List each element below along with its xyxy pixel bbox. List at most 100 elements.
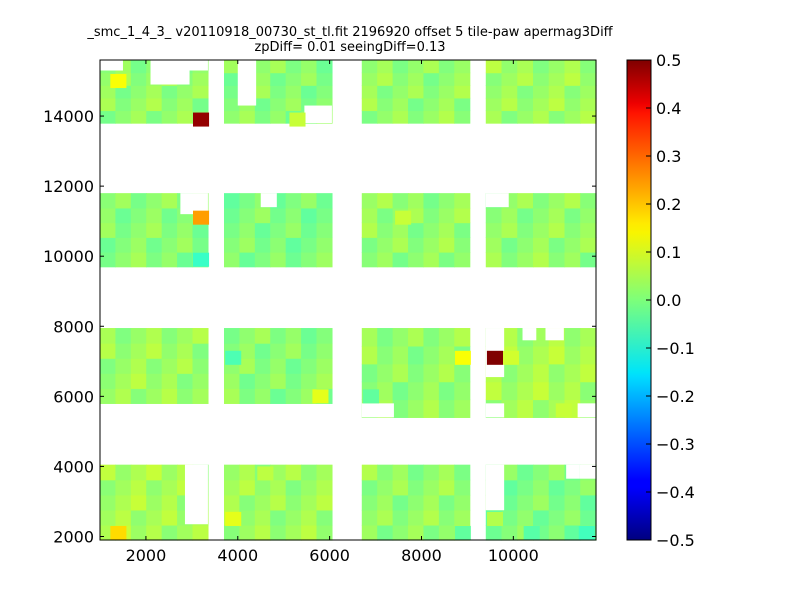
heatmap-cell — [192, 358, 209, 374]
heatmap-cell — [100, 509, 117, 526]
heatmap-cell — [438, 345, 455, 365]
heatmap-cell — [438, 193, 455, 209]
heatmap-cell — [177, 388, 194, 404]
heatmap-cell — [408, 524, 425, 541]
heatmap-cell — [254, 388, 271, 404]
heatmap-cell — [161, 509, 178, 526]
heatmap-cell — [254, 60, 271, 74]
heatmap-cell — [100, 388, 117, 404]
x-tick-label: 8000 — [401, 546, 442, 565]
heatmap-cell — [192, 237, 209, 253]
heatmap-cell — [254, 207, 271, 224]
heatmap-cell — [285, 222, 302, 238]
heatmap-cell — [115, 479, 132, 496]
heatmap-cell — [533, 237, 550, 253]
heatmap-cell — [377, 72, 394, 86]
heatmap-cell — [361, 363, 378, 383]
heatmap-cell — [438, 381, 455, 401]
heatmap-outlier-cell — [486, 350, 503, 365]
heatmap-cell — [239, 237, 256, 253]
heatmap-cell — [548, 381, 566, 401]
heatmap-cell — [377, 237, 394, 253]
heatmap-cell — [564, 363, 581, 383]
heatmap-cell — [438, 328, 455, 347]
heatmap-cell — [438, 252, 455, 268]
heatmap-cell — [501, 222, 518, 238]
heatmap-cell — [224, 252, 241, 268]
colorbar-tick-label: 0.0 — [656, 291, 681, 310]
heatmap-cell — [146, 464, 163, 481]
heatmap-cell — [517, 399, 534, 418]
y-tick-label: 4000 — [53, 457, 94, 476]
heatmap-cell — [454, 381, 471, 401]
heatmap-cell — [377, 381, 394, 401]
heatmap-cell — [254, 358, 271, 374]
heatmap-cell — [564, 237, 581, 253]
heatmap-outlier-cell — [289, 112, 306, 127]
heatmap-cell — [301, 85, 318, 99]
x-axis: 2000 4000 6000 8000 10000 — [126, 60, 539, 565]
heatmap-cell — [224, 110, 241, 124]
heatmap-cell — [501, 97, 518, 112]
heatmap-cell — [361, 328, 378, 347]
heatmap-cell — [254, 222, 271, 238]
heatmap-cell — [501, 110, 518, 124]
heatmap-cell — [564, 328, 581, 347]
heatmap-cell — [161, 252, 178, 268]
y-tick-label: 8000 — [53, 317, 94, 336]
heatmap-cell — [438, 207, 455, 224]
heatmap-cell — [192, 222, 209, 238]
heatmap-cell — [501, 237, 518, 253]
heatmap-cell — [161, 193, 178, 209]
heatmap-cell — [239, 222, 256, 238]
heatmap-cell — [438, 237, 455, 253]
heatmap-cell — [130, 110, 147, 124]
heatmap-cell — [361, 509, 378, 526]
heatmap-cell — [254, 328, 271, 344]
heatmap-cell — [517, 72, 534, 86]
heatmap-cell — [392, 399, 409, 418]
heatmap-cell — [517, 363, 534, 383]
heatmap-cell — [438, 85, 455, 99]
heatmap-cell — [301, 464, 318, 481]
heatmap-cell — [316, 72, 333, 86]
heatmap-cell — [408, 363, 425, 383]
heatmap-cell — [580, 110, 597, 124]
heatmap-cell — [115, 97, 132, 112]
heatmap-outlier-cell — [555, 403, 572, 418]
heatmap-cell — [316, 509, 333, 526]
heatmap-cell — [224, 237, 241, 253]
heatmap-cell — [548, 97, 566, 112]
heatmap-cell — [130, 193, 147, 209]
heatmap-cell — [270, 252, 287, 268]
heatmap-cell — [130, 328, 147, 344]
heatmap-cell — [361, 345, 378, 365]
heatmap-cell — [454, 328, 471, 347]
heatmap-cell — [100, 328, 117, 344]
heatmap-cell — [254, 479, 271, 496]
empty-region — [100, 60, 123, 71]
heatmap-cell — [254, 85, 271, 99]
heatmap-outlier-cell — [523, 525, 540, 540]
heatmap-cell — [408, 252, 425, 268]
heatmap-cell — [239, 373, 256, 389]
heatmap-cell — [316, 358, 333, 374]
heatmap-cell — [361, 237, 378, 253]
heatmap-cell — [517, 85, 534, 99]
heatmap-cell — [423, 207, 440, 224]
heatmap-cell — [454, 252, 471, 268]
heatmap-cell — [285, 252, 302, 268]
heatmap-cell — [270, 479, 287, 496]
heatmap-cell — [517, 110, 534, 124]
heatmap-cell — [533, 193, 550, 209]
heatmap-cell — [533, 494, 550, 511]
heatmap-cell — [130, 237, 147, 253]
heatmap-cell — [130, 222, 147, 238]
heatmap-cell — [564, 509, 581, 526]
heatmap-cell — [254, 509, 271, 526]
heatmap-cell — [548, 193, 566, 209]
heatmap-cell — [580, 97, 597, 112]
heatmap-cell — [239, 524, 256, 541]
heatmap-outlier-cell — [225, 350, 242, 365]
heatmap-cell — [423, 479, 440, 496]
